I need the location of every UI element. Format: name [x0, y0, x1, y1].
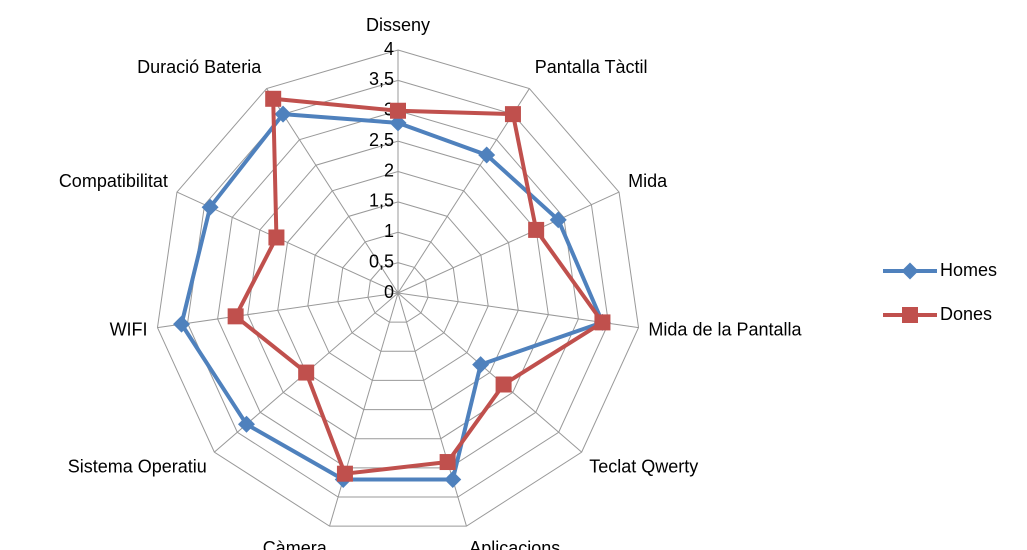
y-tick-label: 2	[384, 160, 394, 180]
marker	[549, 211, 567, 229]
marker	[201, 198, 219, 216]
grid-ring	[247, 140, 549, 440]
marker	[528, 221, 545, 238]
marker	[268, 229, 285, 246]
y-tick-label: 4	[384, 39, 394, 59]
y-tick-label: 2,5	[369, 130, 394, 150]
legend-label: Homes	[940, 260, 997, 280]
y-tick-label: 1	[384, 221, 394, 241]
marker	[594, 314, 611, 331]
grid-ring	[187, 79, 609, 498]
category-label: Càmera	[263, 538, 328, 550]
marker	[444, 471, 462, 489]
grid-ring	[307, 201, 489, 381]
legend-label: Dones	[940, 304, 992, 324]
y-tick-label: 0	[384, 282, 394, 302]
marker	[478, 146, 496, 164]
marker	[504, 106, 521, 123]
marker	[265, 90, 282, 107]
marker	[173, 315, 191, 333]
category-label: Disseny	[366, 15, 430, 35]
marker	[336, 465, 353, 482]
grid-ring	[337, 231, 459, 352]
category-label: Pantalla Tàctil	[535, 57, 648, 77]
category-label: Teclat Qwerty	[589, 457, 698, 477]
y-tick-label: 0,5	[369, 251, 394, 271]
category-label: Duració Bateria	[137, 57, 262, 77]
marker	[439, 454, 456, 471]
grid-ring	[277, 170, 519, 411]
y-tick-label: 1,5	[369, 191, 394, 211]
grid-ring	[156, 49, 640, 527]
marker	[238, 415, 255, 433]
marker	[472, 356, 490, 374]
category-label: WIFI	[110, 320, 148, 340]
grid-ring	[367, 262, 429, 323]
category-label: Mida de la Pantalla	[648, 320, 802, 340]
category-label: Sistema Operatiu	[68, 457, 207, 477]
y-tick-label: 3,5	[369, 69, 394, 89]
marker	[390, 102, 406, 119]
marker	[227, 308, 244, 325]
legend-marker	[901, 262, 919, 280]
marker	[298, 364, 315, 381]
category-label: Mida	[628, 171, 668, 191]
series-line	[179, 112, 605, 482]
category-label: Aplicacions	[469, 538, 560, 550]
legend-marker	[902, 307, 918, 323]
marker	[495, 376, 512, 393]
category-label: Compatibilitat	[59, 171, 168, 191]
series-line	[233, 96, 605, 476]
